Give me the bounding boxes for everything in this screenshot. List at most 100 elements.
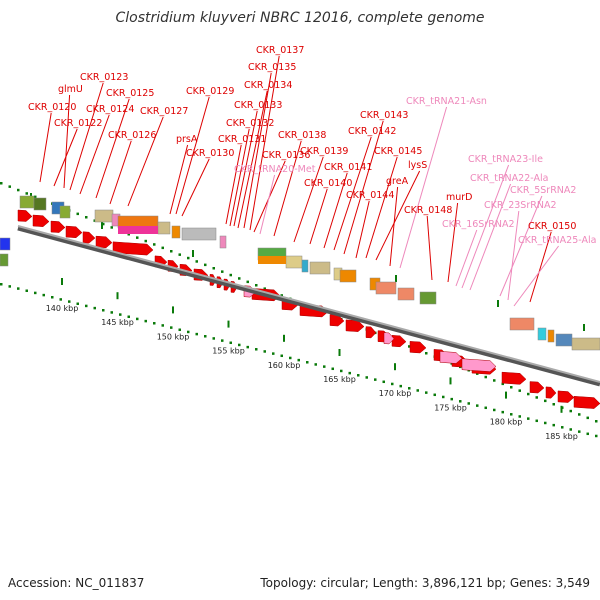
gene-label: CKR_0120 [28, 102, 76, 113]
inner-scale-dot [187, 330, 190, 334]
outer-scale-tick [395, 275, 397, 282]
outer-scale-dot [8, 185, 11, 188]
leader-line [343, 120, 384, 255]
inner-scale-dot [425, 391, 428, 394]
outer-scale-dot [229, 273, 232, 277]
inner-scale-dot [8, 285, 11, 288]
inner-scale-dot [340, 369, 343, 373]
inner-scale-dot [306, 361, 309, 364]
inner-scale-dot [510, 413, 513, 416]
functional-category-boxes [0, 195, 600, 351]
gene-label: CKR_0144 [346, 190, 394, 201]
category-box [375, 281, 397, 295]
inner-scale-dot [280, 354, 283, 358]
inner-scale-dot [450, 397, 453, 401]
outer-scale-tick [583, 324, 585, 331]
inner-scale-dot [204, 335, 207, 338]
gene-label: CKR_0138 [278, 130, 326, 141]
outer-scale-dot [221, 270, 224, 273]
category-box [157, 221, 171, 235]
gene-label: CKR_0123 [80, 72, 128, 83]
kbp-scale-labels: 140 kbp 145 kbp 150 kbp 155 kbp 160 kbp 165 k… [46, 278, 578, 441]
gene-label: CKR_0122 [54, 118, 102, 129]
outer-scale-dot [195, 260, 198, 263]
inner-scale-dot [382, 380, 385, 384]
outer-scale-tick [101, 222, 103, 229]
outer-scale-dot [569, 409, 572, 413]
outer-scale-dot [535, 396, 538, 399]
gene-label: CKR_0131 [218, 134, 266, 145]
inner-scale-dot [297, 358, 300, 362]
cds-arrow [501, 371, 527, 385]
inner-scale-dot [365, 376, 368, 379]
inner-scale-dot [374, 378, 377, 381]
leader-line [175, 96, 210, 215]
leader-line [95, 98, 130, 199]
leader-line [237, 90, 268, 229]
gene-label: CKR_0141 [324, 162, 372, 173]
inner-scale-dot [433, 393, 436, 397]
outer-scale-dot [578, 413, 581, 416]
outer-scale-dot [17, 188, 20, 192]
cds-arrow [95, 235, 113, 249]
gene-label: CKR_0142 [348, 126, 396, 137]
cds-arrow [573, 395, 600, 409]
inner-scale-dot [595, 434, 598, 438]
inner-scale-dot [119, 313, 122, 316]
scale-label: 175 kbp [434, 403, 467, 412]
gene-label: prsA [176, 134, 198, 145]
label-leader-lines [39, 55, 560, 307]
category-box [94, 209, 114, 223]
outer-scale-tick [497, 300, 499, 307]
inner-scale-dot [586, 432, 589, 436]
gene-label: CKR_0140 [304, 178, 352, 189]
scale-label: 170 kbp [379, 389, 412, 398]
leader-line [127, 116, 164, 207]
outer-scale-dot [527, 392, 530, 396]
inner-scale-dot [85, 304, 88, 308]
rna-arrow [439, 351, 463, 364]
inner-scale-dot [76, 302, 79, 306]
category-box [555, 333, 573, 347]
outer-scale-dot [212, 267, 215, 270]
inner-scale-dot [51, 296, 54, 299]
cds-arrow [65, 225, 83, 239]
leader-line [365, 156, 398, 259]
leader-line [389, 186, 399, 267]
inner-scale-dot [501, 410, 504, 414]
leader-line [399, 106, 448, 269]
inner-scale-dot [246, 345, 249, 349]
category-box [59, 205, 71, 219]
leader-line [169, 144, 189, 215]
category-box [301, 259, 309, 273]
leader-line [529, 231, 552, 303]
outer-scale-dot [127, 233, 130, 236]
leader-line [293, 156, 324, 243]
scale-tick [61, 278, 63, 285]
gene-label: CKR_0139 [300, 146, 348, 157]
category-box [397, 287, 415, 301]
leader-line [309, 188, 328, 245]
cds-arrow [529, 381, 545, 394]
inner-scale-dot [535, 419, 538, 423]
inner-scale-dot [136, 317, 139, 321]
outer-scale-dot [255, 284, 258, 287]
inner-scale-dot [552, 423, 555, 427]
inner-scale-dot [170, 326, 173, 329]
leader-line [63, 94, 71, 189]
cds-arrow [545, 386, 557, 399]
outer-scale-dot [144, 239, 147, 243]
category-box [219, 235, 227, 249]
scale-tick [116, 292, 119, 300]
scale-label: 180 kbp [490, 418, 523, 427]
inner-scale-dot [561, 426, 564, 429]
rna-label: CKR_tRNA23-Ile [468, 154, 543, 165]
leader-line [259, 174, 276, 235]
scale-tick [227, 320, 230, 328]
outer-scale-dot [204, 263, 207, 267]
outer-scale-dot [25, 192, 28, 195]
leader-line [109, 140, 132, 205]
rna-label: CKR_23SrRNA2 [484, 200, 557, 211]
leader-line [181, 158, 210, 217]
outer-scale-dot [187, 256, 190, 260]
